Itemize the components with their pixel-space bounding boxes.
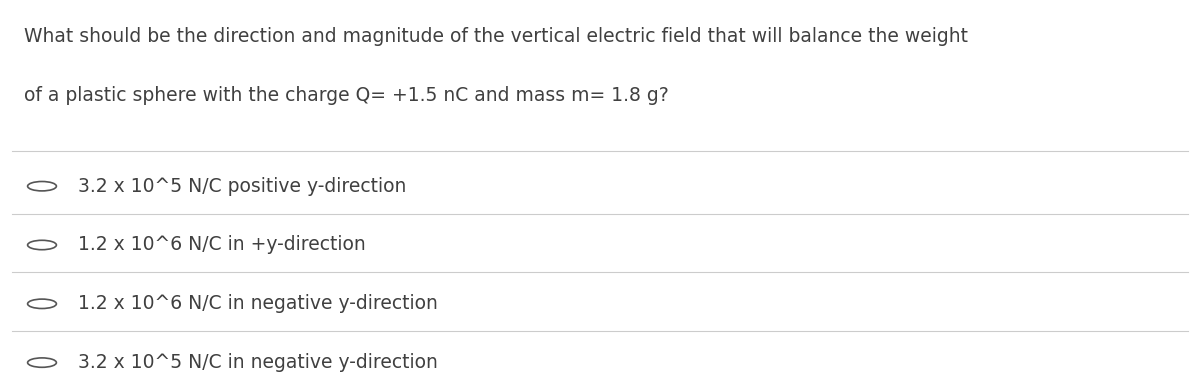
Text: of a plastic sphere with the charge Q= +1.5 nC and mass m= 1.8 g?: of a plastic sphere with the charge Q= +… [24, 86, 668, 105]
Text: 3.2 x 10^5 N/C in negative y-direction: 3.2 x 10^5 N/C in negative y-direction [78, 353, 438, 372]
Text: What should be the direction and magnitude of the vertical electric field that w: What should be the direction and magnitu… [24, 27, 968, 46]
Text: 1.2 x 10^6 N/C in negative y-direction: 1.2 x 10^6 N/C in negative y-direction [78, 294, 438, 313]
Text: 3.2 x 10^5 N/C positive y-direction: 3.2 x 10^5 N/C positive y-direction [78, 177, 407, 196]
Text: 1.2 x 10^6 N/C in +y-direction: 1.2 x 10^6 N/C in +y-direction [78, 236, 366, 254]
